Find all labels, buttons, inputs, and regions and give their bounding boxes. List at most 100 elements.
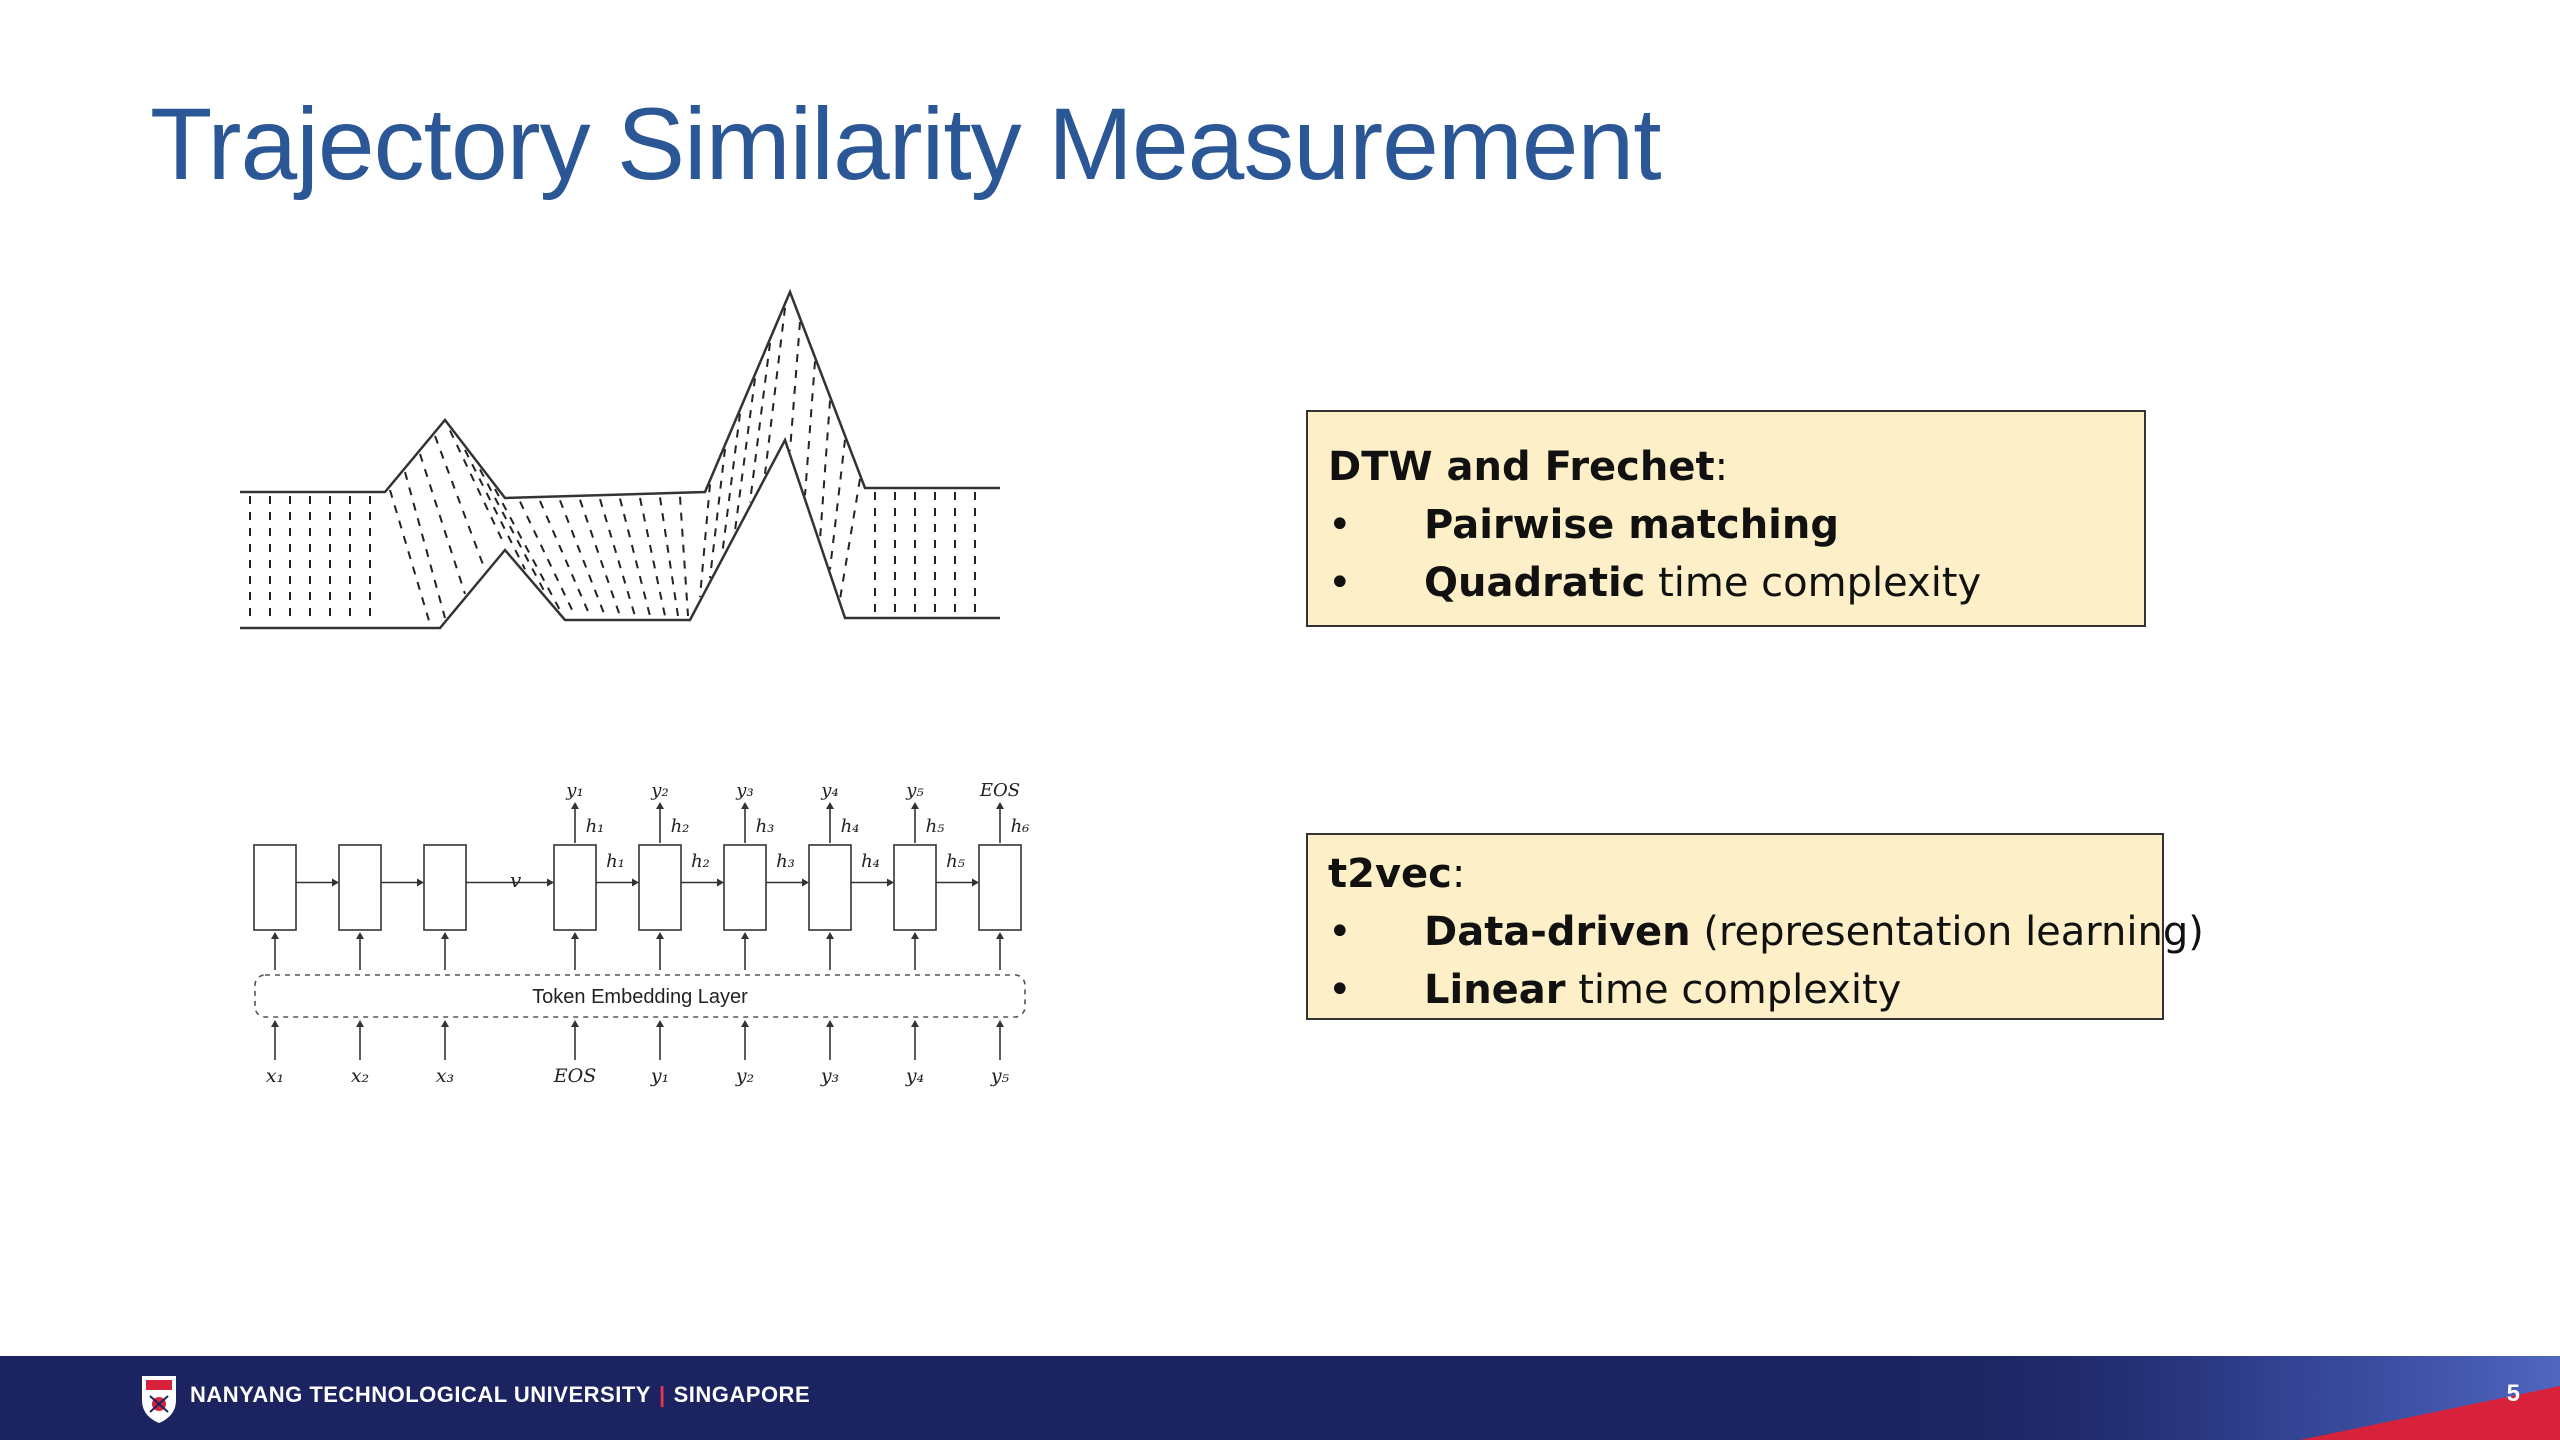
- output-token-label: y₄: [820, 780, 838, 801]
- hidden-state-label: h₂: [691, 851, 710, 872]
- callout-heading: DTW and Frechet:: [1328, 444, 1729, 490]
- input-token-label: y₁: [650, 1065, 669, 1087]
- hidden-state-arrow-head: [547, 878, 554, 887]
- decoder-output-arrow-head: [826, 802, 834, 809]
- input-token-label: x₂: [351, 1065, 369, 1087]
- dtw-match-link: [599, 498, 636, 617]
- dtw-match-link: [559, 499, 606, 617]
- rnn-cell-box: [723, 844, 767, 931]
- dtw-match-link: [699, 484, 711, 598]
- input-token-label: EOS: [553, 1065, 596, 1087]
- dtw-match-link: [579, 499, 621, 617]
- cell-input-arrow-head: [911, 932, 919, 939]
- dtw-match-link: [804, 361, 816, 496]
- embedding-input-arrow-head: [441, 1020, 449, 1027]
- footer-bar: NANYANG TECHNOLOGICAL UNIVERSITY | SINGAPO…: [0, 1356, 2560, 1440]
- university-name: NANYANG TECHNOLOGICAL UNIVERSITY | SINGAPO…: [190, 1382, 811, 1407]
- dtw-match-link: [389, 489, 431, 625]
- hidden-state-label: h₃: [776, 851, 795, 872]
- embedding-input-arrow-head: [996, 1020, 1004, 1027]
- output-token-label: y₁: [565, 780, 583, 801]
- dtw-match-link: [404, 471, 446, 619]
- dtw-match-link: [434, 435, 486, 571]
- dtw-match-link: [494, 488, 561, 611]
- embedding-input-arrow-head: [826, 1020, 834, 1027]
- dtw-match-link: [539, 500, 591, 617]
- input-token-label: y₄: [905, 1065, 924, 1087]
- input-token-label: x₃: [436, 1065, 454, 1087]
- embedding-input-arrow-head: [741, 1020, 749, 1027]
- decoder-output-arrow-head: [911, 802, 919, 809]
- callout-bullet: • Pairwise matching: [1328, 502, 1839, 548]
- page-number: 5: [2506, 1380, 2520, 1407]
- embedding-input-arrow-head: [571, 1020, 579, 1027]
- rnn-cell-box: [423, 844, 467, 931]
- dtw-match-link: [464, 449, 526, 570]
- output-hidden-label: h₂: [671, 816, 690, 837]
- dtw-match-link: [721, 413, 741, 556]
- cell-input-arrow-head: [271, 932, 279, 939]
- output-token-label: y₃: [735, 780, 753, 801]
- dtw-match-link: [659, 497, 679, 617]
- token-embedding-layer-label: Token Embedding Layer: [532, 986, 748, 1008]
- dtw-match-link: [829, 439, 846, 570]
- output-hidden-label: h₃: [756, 816, 775, 837]
- rnn-cell-box: [808, 844, 852, 931]
- hidden-state-arrow-head: [717, 878, 724, 887]
- input-token-label: y₃: [820, 1065, 839, 1087]
- hidden-state-arrow-head: [417, 878, 424, 887]
- dtw-match-link: [639, 497, 666, 617]
- input-token-label: x₁: [266, 1065, 284, 1087]
- output-token-label: EOS: [979, 780, 1020, 801]
- trajectory-lower-line: [240, 436, 1000, 630]
- t2vec-seq2seq-figure: Token Embedding Layer v x₁ x₂ x₃ EOS y₁ y₂ y₃ y…: [253, 780, 1030, 1087]
- output-token-label: y₅: [905, 780, 923, 801]
- dtw-match-link: [749, 342, 771, 503]
- callout-heading: t2vec:: [1328, 851, 1466, 897]
- cell-input-arrow-head: [356, 932, 364, 939]
- cell-input-arrow-head: [656, 932, 664, 939]
- hidden-state-arrow-head: [887, 878, 894, 887]
- dtw-match-link: [619, 498, 651, 617]
- dtw-match-link: [709, 448, 726, 579]
- dtw-dashed-links: [249, 307, 976, 625]
- callout-bullet: • Quadratic time complexity: [1328, 560, 1982, 606]
- decoder-output-arrow-head: [996, 802, 1004, 809]
- dtw-match-link: [819, 400, 831, 540]
- embedding-input-arrow-head: [356, 1020, 364, 1027]
- dtw-match-link: [519, 501, 576, 617]
- hidden-state-label: h₁: [606, 851, 625, 872]
- hidden-state-arrow-head: [802, 878, 809, 887]
- context-vector-label: v: [510, 868, 522, 892]
- decoder-output-arrow-head: [741, 802, 749, 809]
- embedding-input-arrow-head: [911, 1020, 919, 1027]
- callout-bullet: • Data-driven (representation learning): [1328, 909, 2204, 955]
- cell-input-arrow-head: [571, 932, 579, 939]
- input-token-label: y₂: [735, 1065, 754, 1087]
- embedding-input-arrow-head: [656, 1020, 664, 1027]
- output-hidden-label: h₆: [1011, 816, 1030, 837]
- output-hidden-label: h₄: [841, 816, 860, 837]
- hidden-state-arrow-head: [632, 878, 639, 887]
- t2vec-callout: t2vec: • Data-driven (representation lea…: [1306, 833, 2204, 1020]
- dtw-match-link: [789, 322, 801, 451]
- hidden-state-arrow-head: [332, 878, 339, 887]
- rnn-cell-box: [553, 844, 597, 931]
- dtw-match-link: [479, 469, 546, 594]
- slide-title: Trajectory Similarity Measurement: [150, 87, 1662, 201]
- hidden-state-label: h₄: [861, 851, 880, 872]
- rnn-cell-box: [338, 844, 382, 931]
- input-token-label: y₅: [990, 1065, 1010, 1087]
- trajectory-upper-line: [240, 288, 1000, 500]
- decoder-output-arrow-head: [656, 802, 664, 809]
- output-hidden-label: h₅: [926, 816, 945, 837]
- token-embedding-layer-box: [254, 974, 1026, 1018]
- footer-swoosh-decoration: [1860, 1356, 2560, 1440]
- callout-bullet: • Linear time complexity: [1328, 967, 1902, 1013]
- embedding-input-arrow-head: [271, 1020, 279, 1027]
- hidden-state-label: h₅: [946, 851, 965, 872]
- output-hidden-label: h₁: [586, 816, 605, 837]
- dtw-match-link: [679, 496, 689, 617]
- dtw-match-link: [764, 307, 786, 475]
- rnn-cell-box: [893, 844, 937, 931]
